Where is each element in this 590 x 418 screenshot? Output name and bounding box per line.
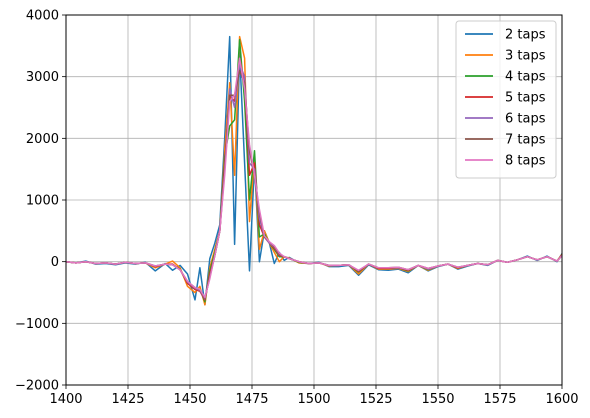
x-tick-label: 1450 [173,392,206,407]
y-tick-label: 0 [51,255,59,270]
legend-label: 4 taps [505,70,546,85]
legend-label: 2 taps [505,28,546,43]
x-tick-label: 1425 [111,392,144,407]
legend-label: 6 taps [505,112,546,127]
y-tick-label: −1000 [15,317,59,332]
legend: 2 taps 3 taps 4 taps 5 taps 6 taps 7 taps 8 ta… [456,21,556,178]
y-tick-label: 4000 [26,9,59,24]
legend-label: 3 taps [505,49,546,64]
legend-label: 8 taps [505,154,546,169]
legend-label: 5 taps [505,91,546,106]
x-tick-label: 1575 [483,392,516,407]
x-tick-label: 1400 [49,392,82,407]
x-tick-label: 1475 [235,392,268,407]
x-tick-label: 1550 [421,392,454,407]
x-tick-label: 1500 [297,392,330,407]
y-tick-label: 2000 [26,132,59,147]
legend-label: 7 taps [505,133,546,148]
x-tick-label: 1525 [359,392,392,407]
y-tick-label: 1000 [26,194,59,209]
y-tick-label: −2000 [15,379,59,394]
x-tick-label: 1600 [545,392,578,407]
y-tick-label: 3000 [26,70,59,85]
